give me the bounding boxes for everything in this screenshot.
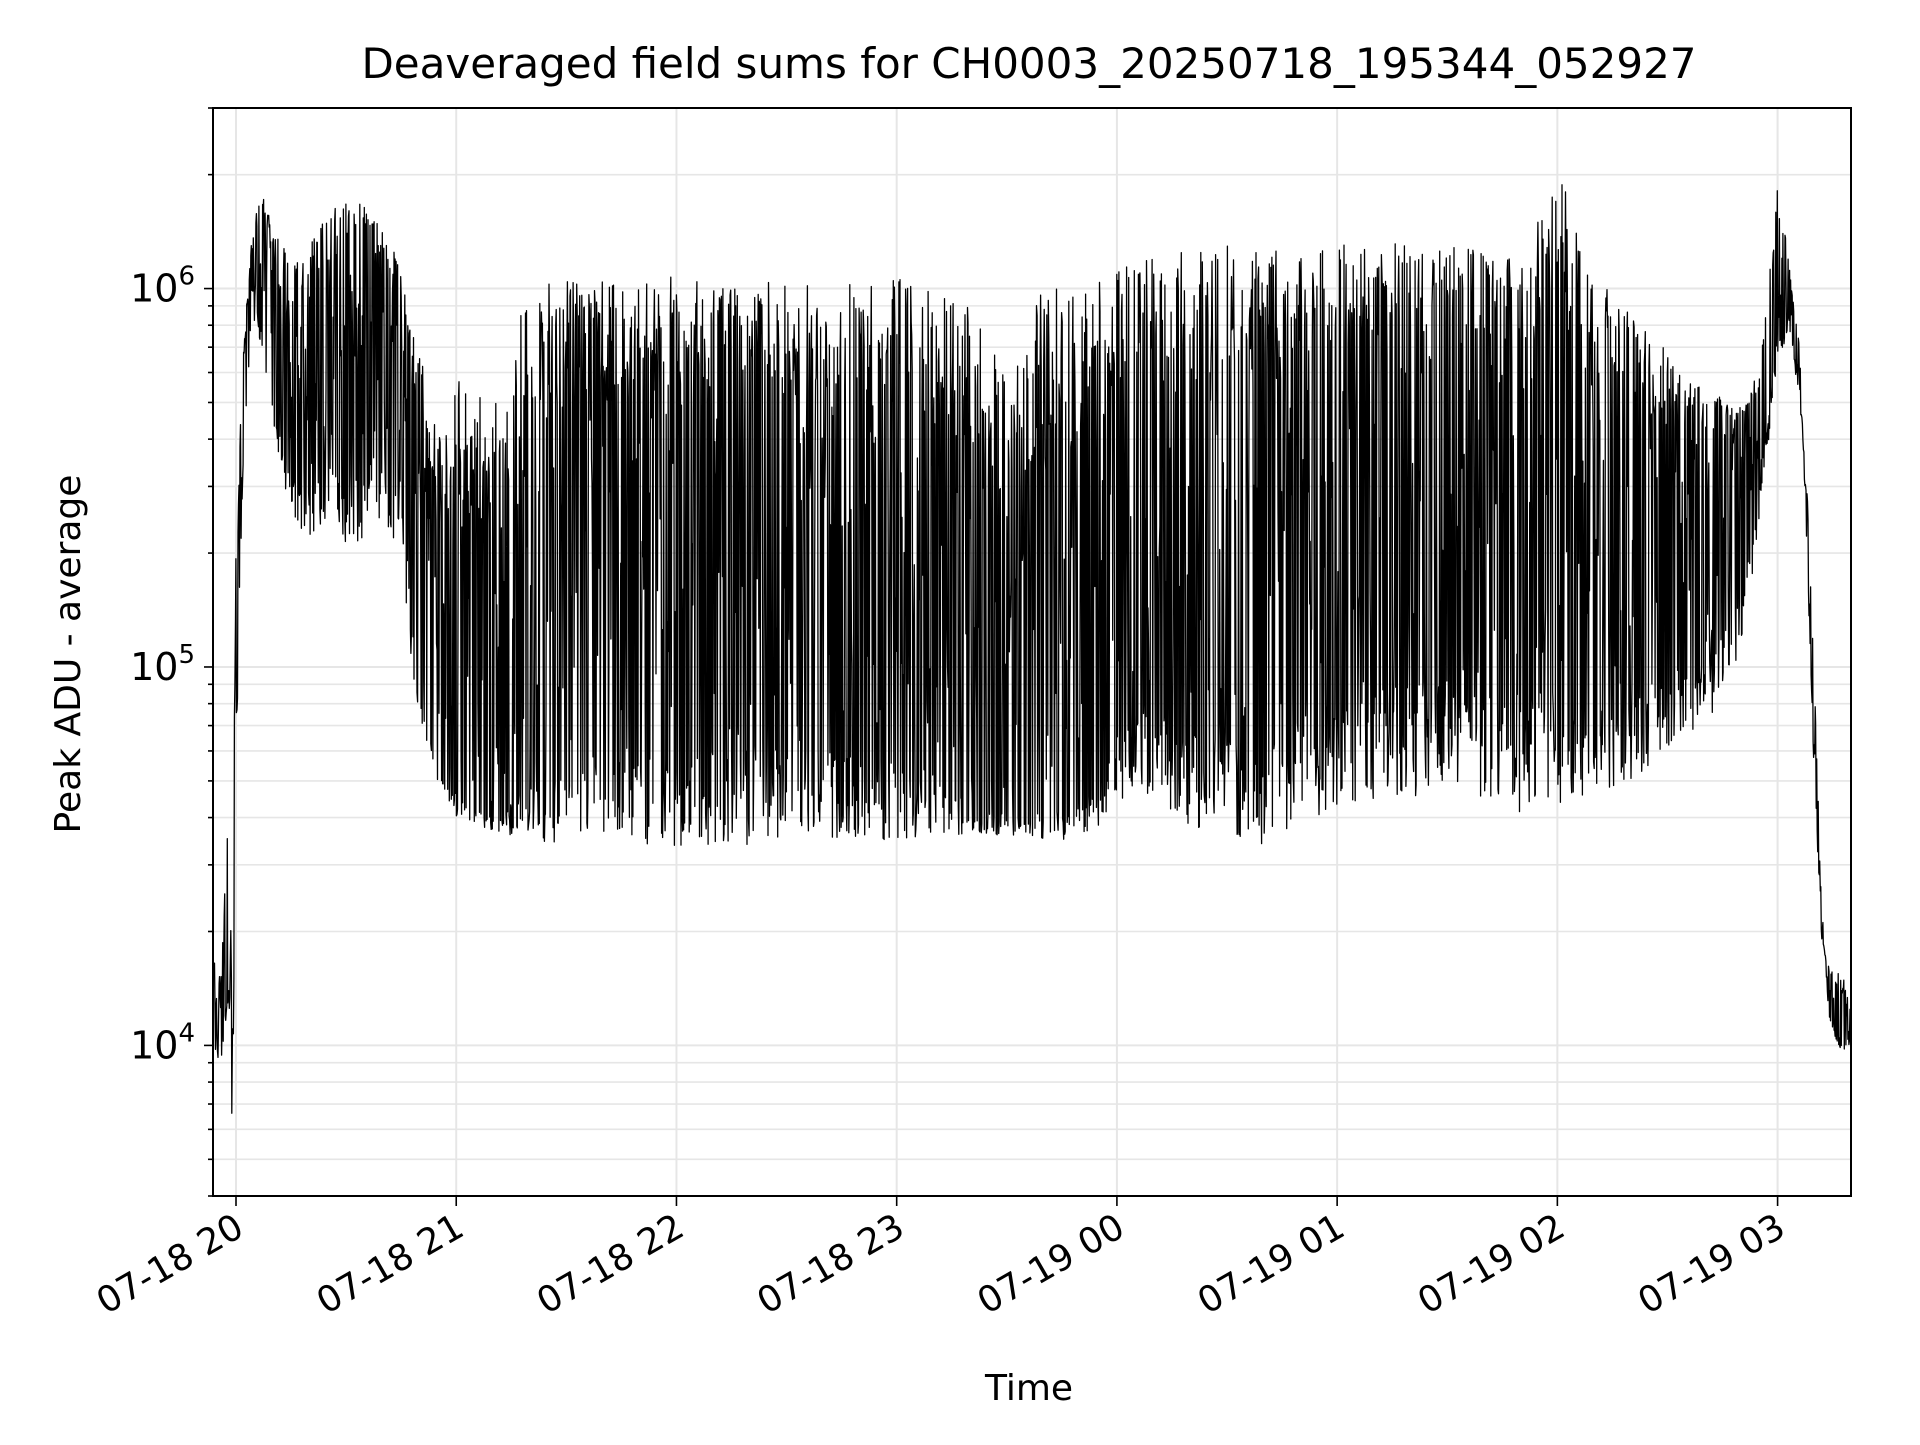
- y-tick-label: 104: [130, 1018, 195, 1067]
- y-tick-label-exponent: 5: [178, 640, 195, 670]
- y-tick-label-base: 10: [130, 1023, 178, 1067]
- y-tick-label-base: 10: [130, 645, 178, 689]
- y-axis-label: Peak ADU - average: [48, 475, 89, 834]
- y-tick-label-exponent: 6: [178, 262, 195, 292]
- plot-frame: [212, 107, 1852, 1197]
- x-axis-label: Time: [984, 1368, 1073, 1409]
- data-series: [213, 184, 1852, 1114]
- y-tick-label-base: 10: [130, 267, 178, 311]
- y-tick-label-exponent: 4: [178, 1018, 195, 1048]
- y-tick-label: 105: [130, 640, 195, 689]
- y-tick-label: 106: [130, 262, 195, 311]
- series-line: [213, 184, 1852, 1114]
- chart-title: Deaveraged field sums for CH0003_2025071…: [361, 39, 1696, 88]
